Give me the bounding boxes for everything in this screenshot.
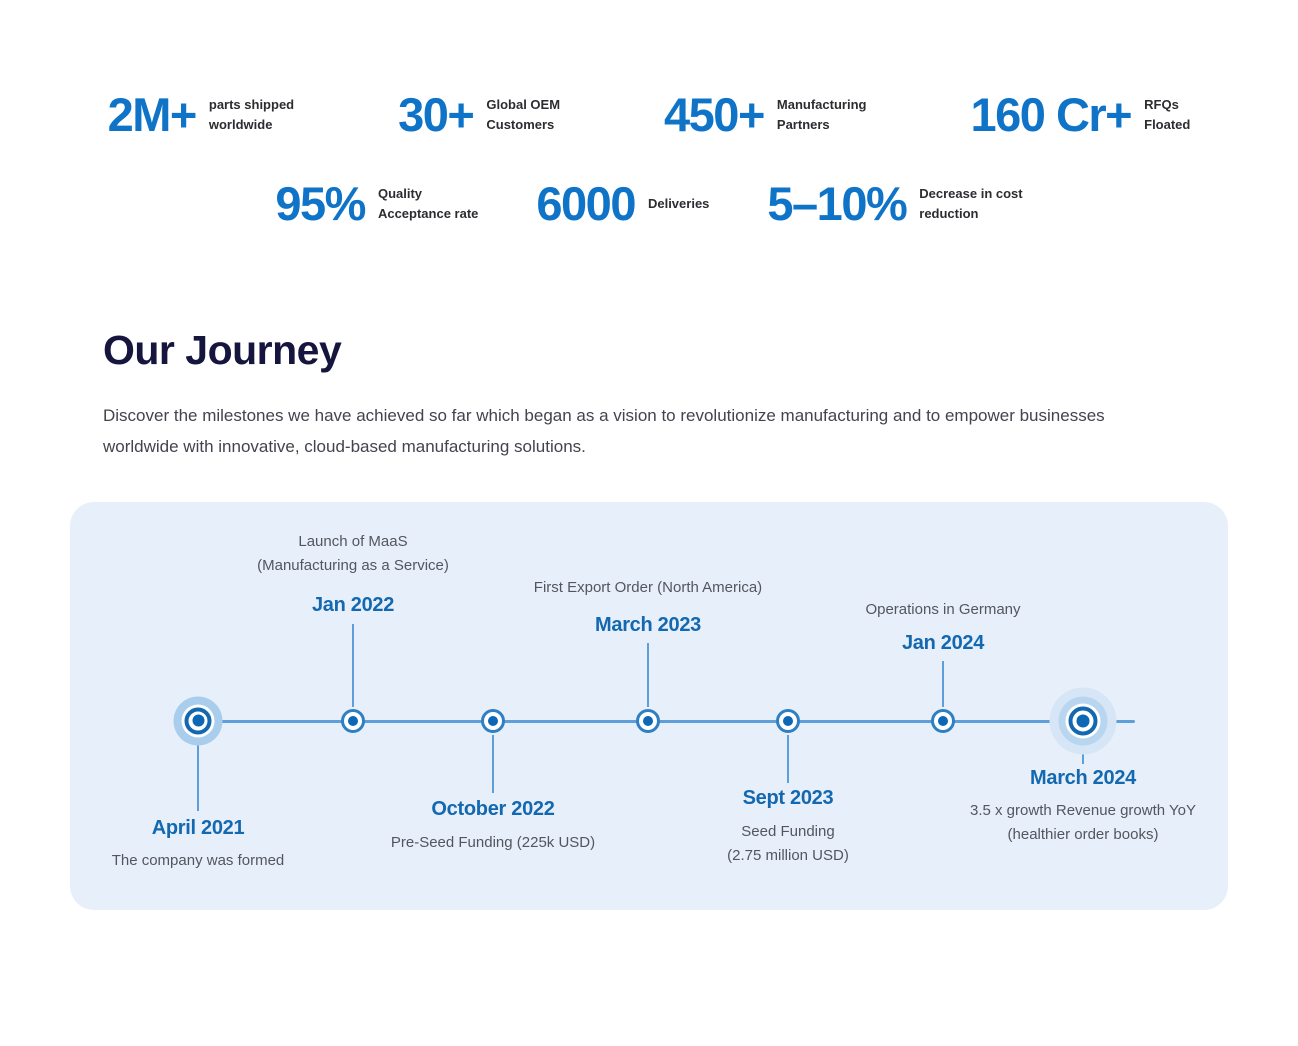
stat-quality-acceptance: 95% Quality Acceptance rate <box>275 177 479 231</box>
node-dot <box>783 715 793 726</box>
stats-row-1: 2M+ parts shipped worldwide 30+ Global O… <box>0 88 1298 141</box>
stat-label: Manufacturing Partners <box>776 96 867 132</box>
milestone-stem <box>787 734 789 783</box>
stat-value: 160 Cr+ <box>970 88 1132 141</box>
milestone-stem <box>352 623 354 707</box>
stat-parts-shipped: 2M+ parts shipped worldwide <box>107 88 295 141</box>
milestone-description: 3.5 x growth Revenue growth YoY (healthi… <box>970 801 1196 843</box>
timeline-node-march-2023 <box>636 708 660 733</box>
timeline-node-jan-2022 <box>341 708 365 733</box>
milestone-stem <box>197 734 199 811</box>
timeline-node-april-2021 <box>184 707 212 735</box>
timeline-node-jan-2024 <box>931 708 955 733</box>
milestone-description: Pre-Seed Funding (225k USD) <box>390 833 596 851</box>
stat-value: 30+ <box>398 88 475 141</box>
node-dot <box>643 715 653 726</box>
milestone-date: Sept 2023 <box>742 786 834 809</box>
stat-value: 2M+ <box>107 88 198 141</box>
milestone-description: Seed Funding (2.75 million USD) <box>727 822 849 864</box>
node-dot <box>488 715 498 726</box>
stat-value: 6000 <box>536 177 636 231</box>
timeline-node-march-2024 <box>1068 706 1098 736</box>
stat-oem-customers: 30+ Global OEM Customers <box>398 88 561 141</box>
stats-row-2: 95% Quality Acceptance rate 6000 Deliver… <box>0 177 1298 231</box>
milestone-date: April 2021 <box>151 816 245 839</box>
milestone-date: October 2022 <box>431 797 555 820</box>
stat-label: Quality Acceptance rate <box>377 186 479 222</box>
milestone-description: Launch of MaaS (Manufacturing as a Servi… <box>257 532 449 574</box>
node-dot <box>348 715 358 726</box>
milestone-date: March 2024 <box>1030 766 1136 789</box>
milestone-stem <box>942 660 944 707</box>
stat-label: Decrease in cost reduction <box>919 186 1023 222</box>
milestone-description: The company was formed <box>111 851 285 869</box>
node-dot <box>1076 714 1090 728</box>
journey-description: Discover the milestones we have achieved… <box>103 405 1105 456</box>
stat-value: 95% <box>275 177 366 231</box>
timeline-card: April 2021 The company was formed Launch… <box>70 501 1228 910</box>
timeline-node-october-2022 <box>481 708 505 733</box>
milestone-description: Operations in Germany <box>865 600 1021 618</box>
stat-label: parts shipped worldwide <box>208 96 295 132</box>
stat-cost-reduction: 5–10% Decrease in cost reduction <box>767 177 1023 231</box>
journey-section: Our Journey Discover the milestones we h… <box>103 327 1298 462</box>
timeline-line <box>198 719 1135 723</box>
milestone-description: First Export Order (North America) <box>533 578 763 596</box>
milestone-date: March 2023 <box>595 613 701 636</box>
page-title: Our Journey <box>103 326 342 373</box>
milestone-stem <box>647 642 649 707</box>
stat-value: 5–10% <box>767 177 907 231</box>
milestone-stem <box>1082 741 1084 764</box>
node-dot <box>192 714 204 727</box>
stat-value: 450+ <box>664 88 765 141</box>
stat-label: RFQs Floated <box>1144 96 1191 132</box>
milestone-stem <box>492 734 494 793</box>
milestone-date: Jan 2024 <box>901 631 985 654</box>
stat-deliveries: 6000 Deliveries <box>536 177 710 231</box>
stat-label: Deliveries <box>647 196 710 212</box>
stat-label: Global OEM Customers <box>486 96 561 132</box>
stat-rfqs-floated: 160 Cr+ RFQs Floated <box>970 88 1191 141</box>
timeline-node-sept-2023 <box>776 708 800 733</box>
node-dot <box>938 715 948 726</box>
stat-manufacturing-partners: 450+ Manufacturing Partners <box>664 88 867 141</box>
milestone-date: Jan 2022 <box>311 593 395 616</box>
